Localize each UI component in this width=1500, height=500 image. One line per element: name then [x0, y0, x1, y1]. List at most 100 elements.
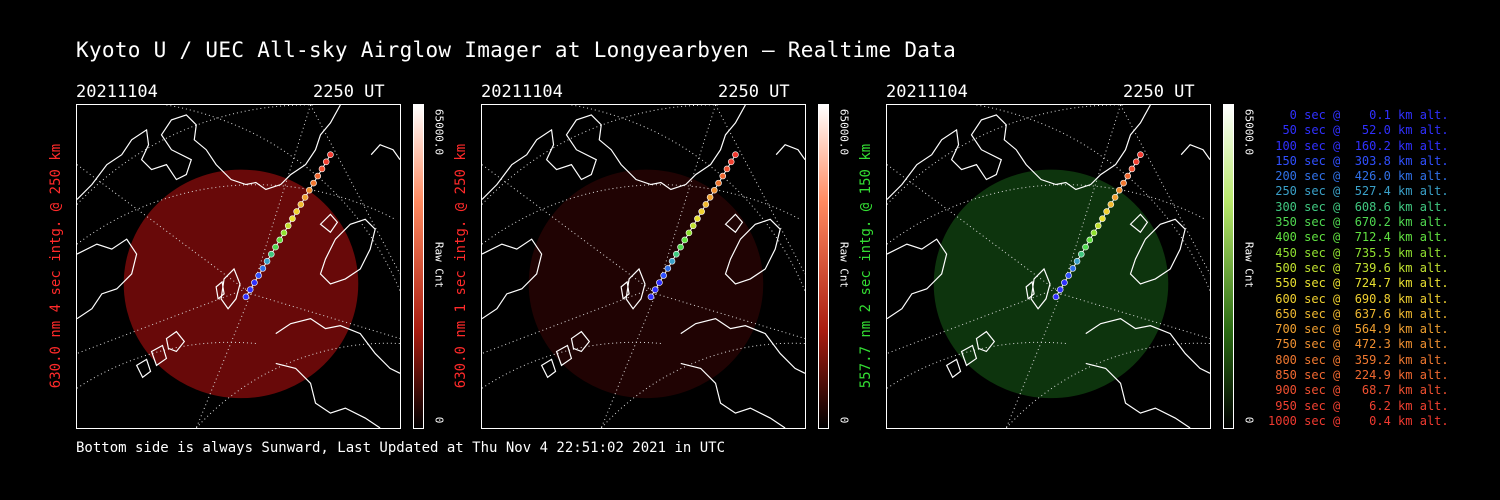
coastline	[620, 280, 630, 300]
legend-row: 900 sec @ 68.7 km alt.	[1268, 383, 1449, 398]
legend-row: 250 sec @ 527.4 km alt.	[1268, 184, 1449, 199]
trajectory-point	[1132, 158, 1140, 166]
trajectory-point	[284, 222, 292, 230]
trajectory-point	[310, 179, 317, 187]
colorbar-max-label: 65000.0	[432, 108, 446, 156]
coastline	[482, 105, 746, 200]
coastline	[215, 280, 225, 300]
trajectory-point	[719, 172, 727, 180]
footer-note: Bottom side is always Sunward, Last Upda…	[76, 440, 726, 456]
trajectory-point	[664, 265, 672, 272]
imager-panel-3: 20211104 2250 UT 557.7 nm 2 sec intg. @ …	[858, 82, 1286, 432]
trajectory-point	[706, 194, 714, 201]
legend-row: 950 sec @ 6.2 km alt.	[1268, 398, 1449, 413]
wavelength-label: 630.0 nm 4 sec intg. @ 250 km	[48, 143, 64, 389]
graticule-meridian	[195, 293, 252, 428]
trajectory-point	[1111, 194, 1119, 201]
trajectory-point	[651, 286, 659, 293]
legend-row: 200 sec @ 426.0 km alt.	[1268, 169, 1449, 184]
trajectory-point	[263, 258, 271, 265]
trajectory-point	[1069, 265, 1077, 272]
trajectory-point	[301, 194, 309, 201]
graticule-meridian	[77, 164, 252, 295]
trajectory-point	[272, 243, 279, 251]
graticule-meridian	[887, 164, 1062, 295]
airglow-field	[123, 169, 359, 399]
trajectory-point	[698, 208, 705, 215]
legend-row: 450 sec @ 735.5 km alt.	[1268, 245, 1449, 260]
trajectory-point	[318, 165, 326, 173]
legend-row: 300 sec @ 608.6 km alt.	[1268, 199, 1449, 214]
trajectory-point	[1052, 293, 1060, 301]
coastline	[887, 105, 1151, 200]
legend-row: 700 sec @ 564.9 km alt.	[1268, 322, 1449, 337]
trajectory-point	[280, 229, 288, 237]
graticule-arc	[77, 105, 316, 205]
legend-row: 550 sec @ 724.7 km alt.	[1268, 276, 1449, 291]
trajectory-point	[251, 279, 258, 286]
legend-row: 1000 sec @ 0.4 km alt.	[1268, 413, 1449, 428]
coastline	[220, 267, 241, 310]
coastline	[570, 330, 591, 353]
trajectory-point	[702, 201, 710, 208]
coastline	[1030, 267, 1051, 310]
trajectory-point	[1082, 243, 1089, 251]
trajectory-point	[1103, 208, 1110, 215]
coastline	[775, 144, 805, 161]
graticule-meridian	[600, 293, 657, 428]
trajectory-point	[293, 208, 300, 215]
trajectory-point	[242, 293, 250, 301]
colorbar-min-label: 0	[432, 416, 446, 424]
coastline	[1180, 144, 1210, 161]
colorbar-min-label: 0	[1242, 416, 1256, 424]
coastline	[135, 358, 152, 379]
page-title: Kyoto U / UEC All-sky Airglow Imager at …	[76, 38, 957, 62]
trajectory-point	[255, 272, 262, 279]
colorbar-max-label: 65000.0	[1242, 108, 1256, 156]
wavelength-label: 557.7 nm 2 sec intg. @ 150 km	[858, 143, 874, 389]
trajectory-point	[322, 158, 330, 166]
imager-panel-1: 20211104 2250 UT 630.0 nm 4 sec intg. @ …	[48, 82, 476, 432]
coastline	[724, 213, 744, 234]
panel-time: 2250 UT	[313, 82, 385, 102]
trajectory-point	[1124, 172, 1132, 180]
legend-row: 400 sec @ 712.4 km alt.	[1268, 230, 1449, 245]
coastline	[945, 358, 962, 379]
graticule-arc	[482, 105, 721, 205]
legend-row: 750 sec @ 472.3 km alt.	[1268, 337, 1449, 352]
allsky-image	[76, 104, 401, 429]
legend-row: 800 sec @ 359.2 km alt.	[1268, 352, 1449, 367]
trajectory-point	[246, 286, 254, 293]
colorbar-unit-label: Raw Cnt	[432, 241, 446, 289]
coastline	[1085, 362, 1191, 428]
coastline	[77, 238, 138, 320]
trajectory-point	[1056, 286, 1064, 293]
colorbar	[1223, 104, 1234, 429]
coastline	[150, 344, 168, 367]
trajectory-point	[732, 151, 739, 158]
legend-row: 600 sec @ 690.8 km alt.	[1268, 291, 1449, 306]
panel-date: 20211104	[76, 82, 158, 102]
colorbar-max-label: 65000.0	[837, 108, 851, 156]
coastline	[975, 330, 996, 353]
colorbar-unit-label: Raw Cnt	[837, 241, 851, 289]
coastline	[540, 358, 557, 379]
trajectory-point	[297, 201, 305, 208]
panel-date: 20211104	[481, 82, 563, 102]
trajectory-legend: 0 sec @ 0.1 km alt. 50 sec @ 52.0 km alt…	[1268, 108, 1449, 429]
airglow-field	[528, 169, 764, 399]
coastline	[555, 344, 573, 367]
panel-date: 20211104	[886, 82, 968, 102]
coastline	[275, 318, 400, 374]
trajectory-point	[268, 250, 275, 258]
coastline	[1129, 218, 1186, 285]
trajectory-point	[1094, 222, 1102, 230]
colorbar-min-label: 0	[837, 416, 851, 424]
trajectory-point	[689, 222, 697, 230]
coastline	[275, 362, 381, 428]
trajectory-point	[1107, 201, 1115, 208]
trajectory-point	[259, 265, 267, 272]
coastline	[1085, 318, 1210, 374]
legend-row: 850 sec @ 224.9 km alt.	[1268, 368, 1449, 383]
trajectory-point	[660, 272, 667, 279]
